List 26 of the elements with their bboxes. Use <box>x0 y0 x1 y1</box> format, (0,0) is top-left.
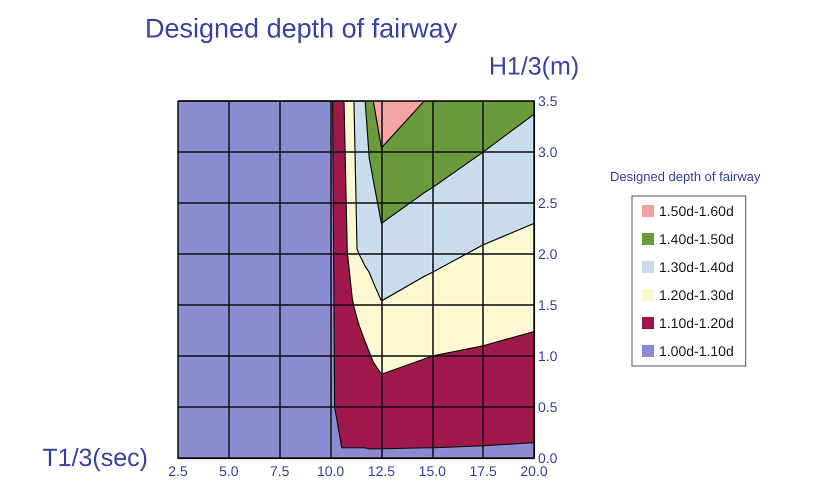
legend-label: 1.00d-1.10d <box>659 343 734 359</box>
y-tick-label: 1.5 <box>538 297 558 313</box>
x-tick-label: 12.5 <box>368 463 396 479</box>
x-axis-title: T1/3(sec) <box>42 444 148 472</box>
x-tick-label: 17.5 <box>470 463 497 479</box>
y-tick-label: 3.5 <box>538 93 558 109</box>
x-tick-label: 5.0 <box>219 463 239 479</box>
x-tick-label: 10.0 <box>316 463 344 479</box>
x-tick-label: 15.0 <box>418 463 446 479</box>
y-tick-label: 0.5 <box>538 399 558 415</box>
chart-title: Designed depth of fairway <box>145 14 458 44</box>
x-tick-label: 7.5 <box>270 463 290 479</box>
y-tick-label: 2.5 <box>538 195 558 211</box>
y-tick-label: 0.0 <box>538 450 558 466</box>
legend-label: 1.10d-1.20d <box>659 315 734 331</box>
legend-label: 1.50d-1.60d <box>659 203 734 219</box>
x-tick-label: 20.0 <box>520 463 548 479</box>
y-tick-label: 2.0 <box>538 246 558 262</box>
legend-title: Designed depth of fairway <box>610 169 761 184</box>
legend-label: 1.20d-1.30d <box>659 287 734 303</box>
y-axis-title: H1/3(m) <box>488 52 580 80</box>
legend-label: 1.40d-1.50d <box>659 231 734 247</box>
y-tick-label: 1.0 <box>538 348 558 364</box>
y-tick-label: 3.0 <box>538 144 558 160</box>
legend-label: 1.30d-1.40d <box>659 259 734 275</box>
x-tick-label: 2.5 <box>168 463 188 479</box>
